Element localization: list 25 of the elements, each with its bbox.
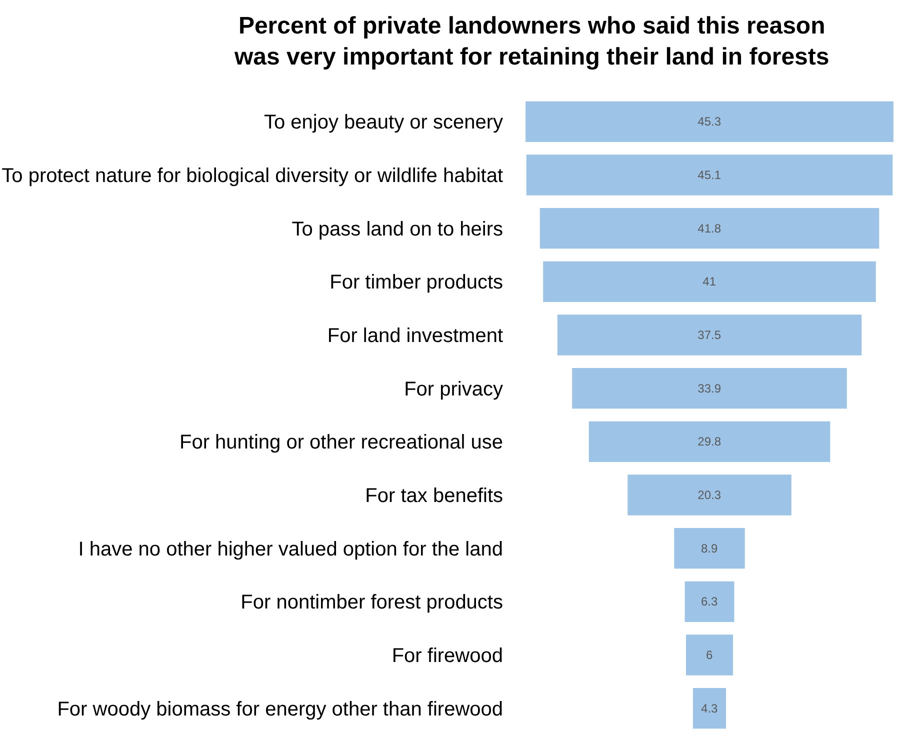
category-label: To pass land on to heirs [292,218,503,240]
category-label: I have no other higher valued option for the land [78,538,503,560]
category-label: For nontimber forest products [240,592,503,614]
category-label: For woody biomass for energy other than firewood [57,698,503,720]
category-label: For hunting or other recreational use [179,432,503,454]
data-label: 33.9 [698,381,722,396]
data-label: 20.3 [698,488,722,502]
data-label: 45.1 [698,168,722,182]
text: Percent of private landowners who said this reason was very important for retaining their land in forests [233,12,830,70]
data-label: 4.3 [700,701,718,716]
data-label: 29.8 [698,434,722,449]
data-label: 6.3 [700,594,718,609]
category-label: For firewood [392,645,503,667]
data-label: 8.9 [700,541,718,556]
category-label: For timber products [330,272,503,294]
category-label: For land investment [327,325,504,347]
data-label: 6 [706,648,713,662]
category-label: For tax benefits [365,485,503,507]
data-label: 37.5 [698,328,722,342]
data-label: 45.3 [698,114,722,129]
data-label: 41.8 [698,221,722,236]
category-label: To enjoy beauty or scenery [264,112,503,134]
data-label: 41 [702,274,716,289]
category-label: To protect nature for biological diversity or wildlife habitat [2,165,504,187]
category-label: For privacy [404,378,503,400]
